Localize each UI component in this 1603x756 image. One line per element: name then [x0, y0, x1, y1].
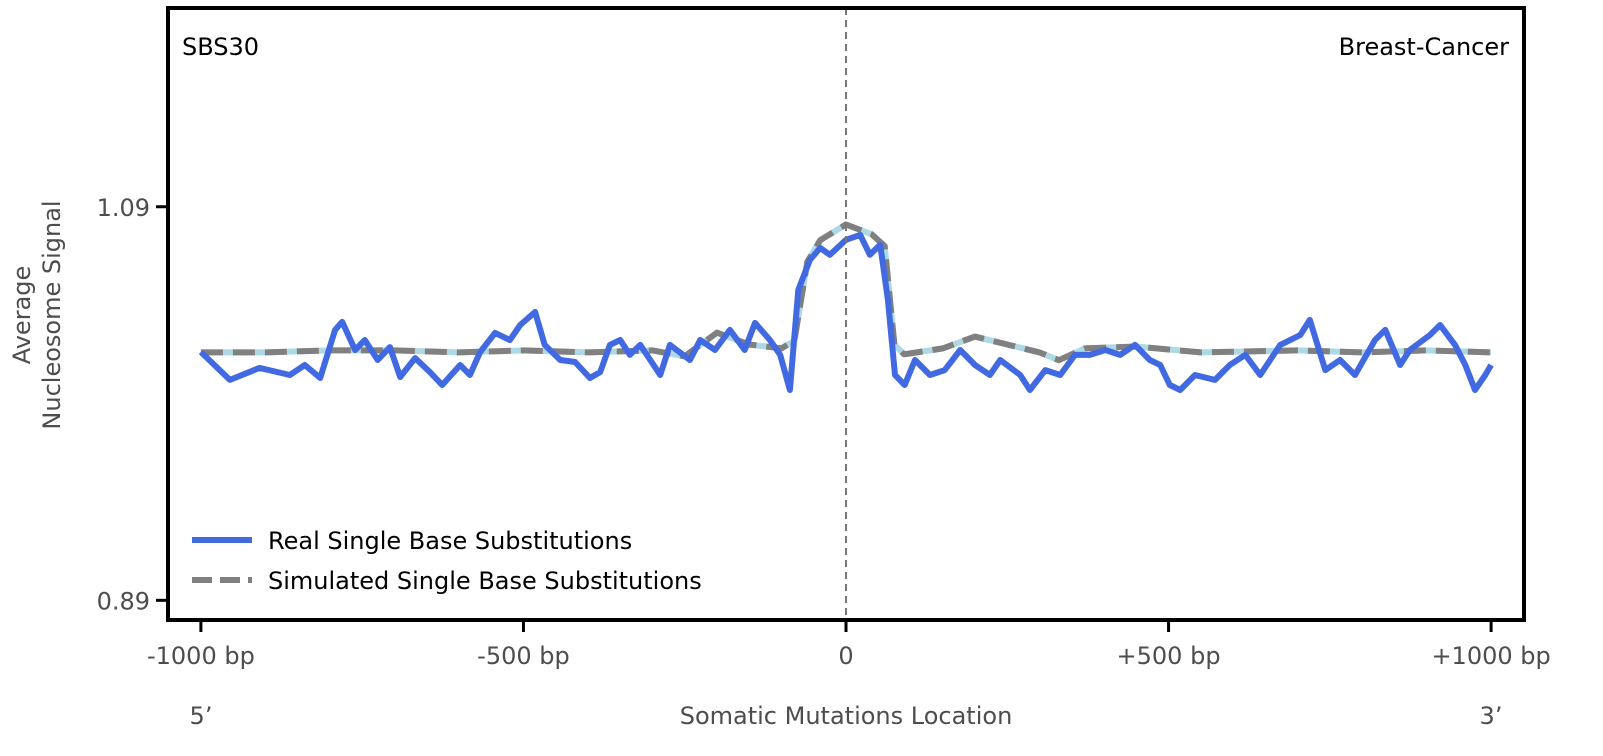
x-tick-label: 0: [838, 642, 853, 670]
x-tick-label: -1000 bp: [147, 642, 255, 670]
y-tick-label: 1.09: [97, 194, 150, 222]
x-tick-label: -500 bp: [477, 642, 570, 670]
legend: Real Single Base Substitutions Simulated…: [192, 527, 702, 595]
annotation-signature: SBS30: [182, 33, 259, 61]
y-axis-label-line1: Average: [8, 266, 36, 365]
real-series-line: [198, 231, 1494, 393]
legend-real-label: Real Single Base Substitutions: [268, 527, 632, 555]
simulated-series-line: [200, 221, 1492, 364]
series-layer: [198, 221, 1494, 393]
legend-simulated-label: Simulated Single Base Substitutions: [268, 567, 702, 595]
y-axis-label: Average Nucleosome Signal: [8, 200, 66, 429]
x-axis-label: Somatic Mutations Location: [680, 702, 1013, 730]
y-tick-label: 0.89: [97, 587, 150, 615]
y-axis-label-line2: Nucleosome Signal: [38, 200, 66, 429]
x-tick-label: +500 bp: [1117, 642, 1221, 670]
simulated-series-underlay: [200, 221, 1492, 364]
three-prime-label: 3’: [1480, 702, 1503, 730]
annotation-cancer-type: Breast-Cancer: [1339, 33, 1509, 61]
five-prime-label: 5’: [190, 702, 213, 730]
x-tick-label: +1000 bp: [1431, 642, 1550, 670]
axis-ticks: -1000 bp -500 bp 0 +500 bp +1000 bp 1.09 0.89: [97, 194, 1551, 670]
